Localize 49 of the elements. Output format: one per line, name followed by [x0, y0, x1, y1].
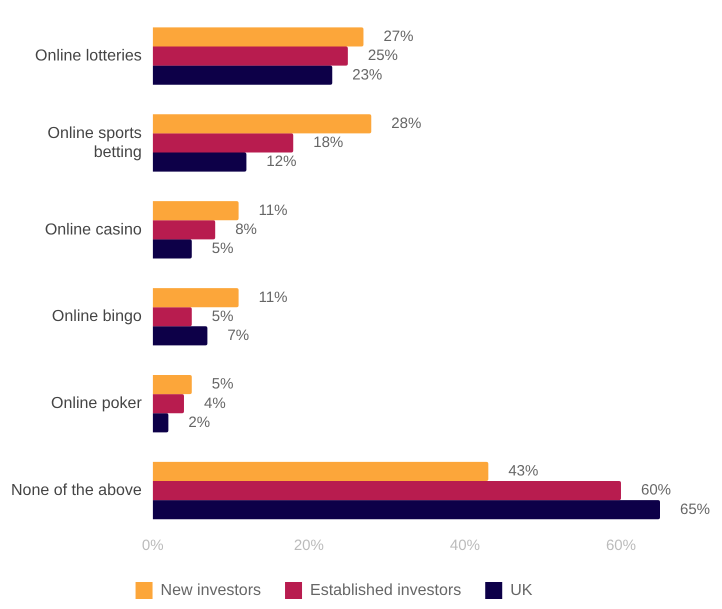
data-label: 23% [352, 66, 382, 84]
bar [152, 288, 239, 308]
legend-label: UK [510, 582, 533, 599]
data-label: 5% [212, 376, 234, 393]
data-label: 25% [368, 47, 398, 64]
y-tick-label: Online poker [51, 395, 142, 412]
bar [152, 133, 294, 153]
data-label: 4% [204, 394, 226, 412]
bar [152, 307, 192, 326]
y-tick-label: Online bingo [52, 308, 142, 326]
bar [152, 413, 168, 432]
y-tick-label: Online casino [44, 221, 142, 238]
bar [152, 239, 192, 259]
data-label: 7% [227, 327, 250, 344]
bar [152, 114, 372, 134]
bar [152, 394, 184, 414]
data-label: 11% [258, 288, 288, 306]
bar [152, 500, 660, 520]
bar [152, 201, 239, 220]
data-label: 11% [258, 202, 288, 219]
data-label: 60% [640, 482, 672, 499]
bar [152, 374, 192, 394]
x-tick-label: 40% [450, 537, 480, 554]
bar [152, 220, 216, 240]
data-label: 28% [391, 114, 422, 132]
bar [152, 480, 621, 500]
bar [152, 326, 208, 346]
data-label: 18% [313, 134, 344, 152]
y-tick-label: None of the above [11, 482, 142, 499]
bar [152, 152, 246, 172]
data-label: 8% [235, 220, 257, 238]
bar [152, 46, 348, 66]
bar [152, 27, 364, 46]
x-tick-label: 0% [142, 537, 164, 554]
bar [152, 462, 488, 481]
x-tick-label: 20% [294, 537, 324, 554]
data-label: 27% [383, 28, 414, 46]
y-tick-label: Online sports betting [48, 124, 142, 161]
data-label: 12% [266, 153, 296, 170]
legend-label: New investors [160, 582, 262, 599]
x-tick-label: 60% [606, 537, 636, 554]
legend-label: Established investors [310, 582, 462, 599]
data-label: 2% [188, 414, 210, 431]
data-label: 43% [508, 462, 538, 480]
data-label: 65% [680, 500, 710, 518]
bar [152, 66, 332, 85]
data-label: 5% [212, 240, 234, 258]
y-tick-label: Online lotteries [35, 47, 142, 64]
data-label: 5% [212, 308, 234, 325]
